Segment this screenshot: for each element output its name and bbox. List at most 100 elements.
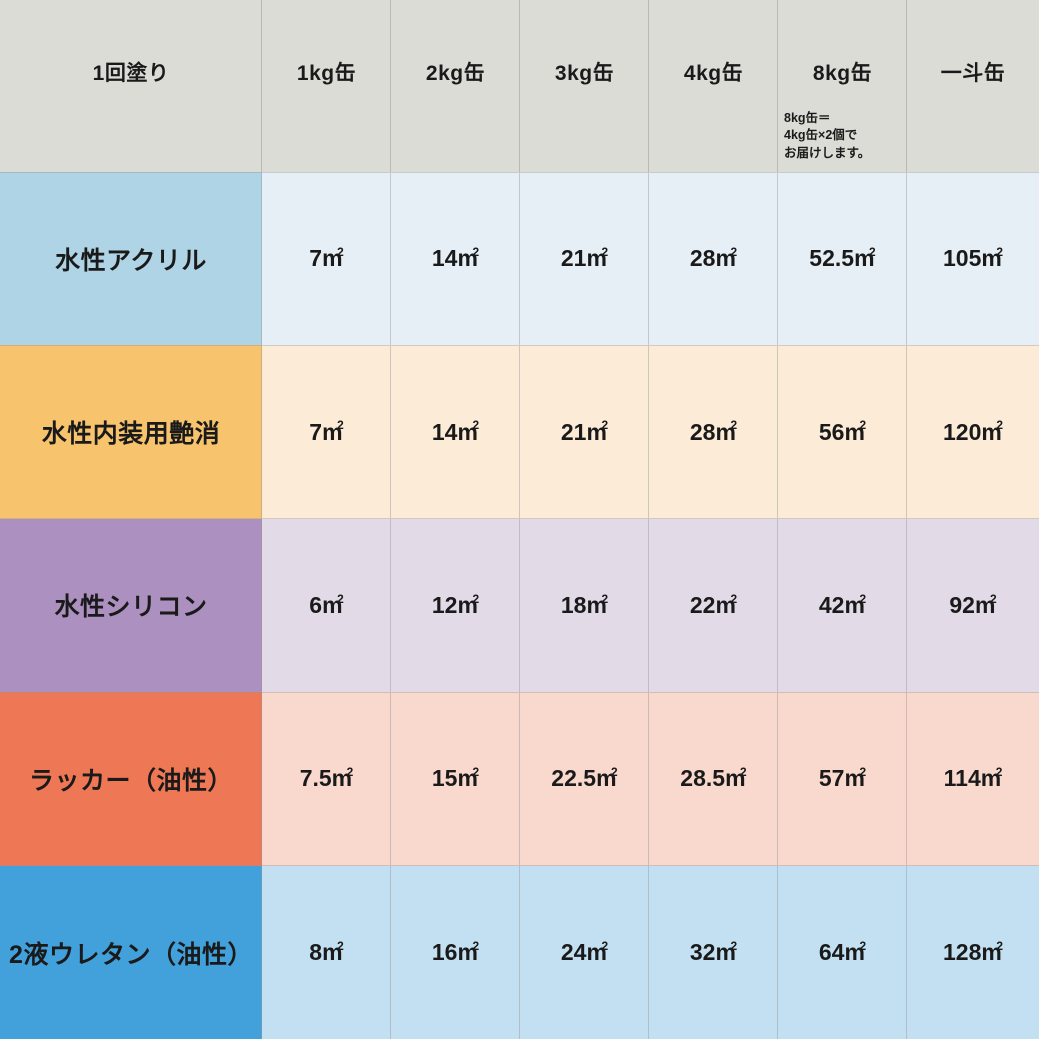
unit-m: m [322,591,343,618]
header-label-2kg: 2kg缶 [425,62,486,85]
unit-m: m [322,418,343,445]
value-text: 22 [689,591,716,618]
data-cell: 28.5m2 [649,691,778,866]
unit-m: m [725,765,746,792]
unit-exponent: 2 [740,764,747,779]
unit-exponent: 2 [859,764,867,779]
unit-exponent: 2 [472,764,480,779]
data-cell: 12m2 [391,518,520,693]
data-cell: 15m2 [391,691,520,866]
value-text: 15 [431,765,458,792]
data-cell: 21m2 [520,171,649,346]
data-cell: 24m2 [520,865,649,1039]
unit-exponent: 2 [996,418,1003,433]
header-label-1kg: 1kg缶 [296,62,357,85]
unit-m: m [457,765,478,792]
unit-m: m [457,939,478,966]
data-cell: 16m2 [391,865,520,1039]
unit-m: m [457,591,478,618]
unit-m: m [586,939,607,966]
unit-m: m [322,245,343,272]
data-cell: 14m2 [391,344,520,519]
unit-exponent: 2 [859,418,867,433]
unit-exponent: 2 [996,938,1003,953]
unit-exponent: 2 [859,938,867,953]
unit-m: m [715,591,736,618]
table-row: 水性アクリル 7m2 14m2 21m2 28m2 52.5m2 105m2 [0,171,1039,346]
unit-exponent: 2 [472,938,480,953]
unit-m: m [457,418,478,445]
table-row: 水性内装用艶消 7m2 14m2 21m2 28m2 56m2 120m2 [0,344,1039,519]
unit-exponent: 2 [337,244,344,259]
value-text: 52.5 [809,245,855,272]
unit-m: m [586,591,607,618]
table-row: ラッカー（油性） 7.5m2 15m2 22.5m2 28.5m2 57m2 1… [0,691,1039,866]
unit-m: m [981,418,1002,445]
unit-m: m [586,245,607,272]
value-text: 6 [309,591,323,618]
value-text: 14 [431,418,458,445]
data-cell: 21m2 [520,344,649,519]
unit-m: m [980,765,1001,792]
table-header-row: 1回塗り 1kg缶 2kg缶 3kg缶 4kg缶 [0,0,1039,173]
unit-exponent: 2 [730,938,738,953]
row-label-cell: 水性シリコン [0,518,262,693]
value-text: 22.5 [551,765,597,792]
value-text: 28 [689,245,716,272]
data-cell: 22m2 [649,518,778,693]
data-cell: 57m2 [778,691,907,866]
header-label-8kg: 8kg缶 [812,62,873,85]
header-cell-4kg: 4kg缶 [649,0,778,173]
header-label-3kg: 3kg缶 [554,62,615,85]
unit-exponent: 2 [337,418,344,433]
value-text: 120 [942,418,982,445]
unit-exponent: 2 [601,418,609,433]
unit-m: m [844,418,865,445]
data-cell: 120m2 [907,344,1039,519]
unit-exponent: 2 [601,938,609,953]
data-cell: 114m2 [907,691,1039,866]
unit-m: m [854,245,875,272]
value-text: 16 [431,939,458,966]
data-cell: 7.5m2 [262,691,391,866]
value-text: 7 [309,418,323,445]
unit-m: m [586,418,607,445]
unit-exponent: 2 [337,591,344,606]
row-label-text: ラッカー（油性） [28,766,233,795]
unit-exponent: 2 [996,244,1003,259]
header-row-title-label: 1回塗り [92,62,170,85]
header-cell-3kg: 3kg缶 [520,0,649,173]
data-cell: 28m2 [649,171,778,346]
row-label-text: 水性内装用艶消 [41,420,221,449]
value-text: 14 [431,245,458,272]
row-label-cell: ラッカー（油性） [0,691,262,866]
data-cell: 128m2 [907,865,1039,1039]
unit-exponent: 2 [730,418,738,433]
value-text: 128 [942,939,982,966]
data-cell: 42m2 [778,518,907,693]
unit-m: m [596,765,617,792]
value-text: 56 [818,418,845,445]
value-text: 57 [818,765,845,792]
unit-exponent: 2 [730,244,738,259]
value-text: 42 [818,591,845,618]
unit-exponent: 2 [337,938,344,953]
data-cell: 32m2 [649,865,778,1039]
value-text: 32 [689,939,716,966]
data-cell: 18m2 [520,518,649,693]
value-text: 114 [943,765,981,792]
unit-exponent: 2 [730,591,738,606]
row-label-cell: 水性アクリル [0,171,262,346]
data-cell: 56m2 [778,344,907,519]
table-body: 水性アクリル 7m2 14m2 21m2 28m2 52.5m2 105m2 水… [0,171,1039,1039]
data-cell: 8m2 [262,865,391,1039]
unit-exponent: 2 [989,591,997,606]
unit-exponent: 2 [472,244,480,259]
header-note-8kg: 8kg缶＝ 4kg缶×2個で お届けします。 [784,111,871,160]
row-label-cell: 2液ウレタン（油性） [0,865,262,1039]
value-text: 7.5 [299,765,332,792]
header-cell-1kg: 1kg缶 [262,0,391,173]
unit-m: m [844,591,865,618]
unit-m: m [331,765,352,792]
